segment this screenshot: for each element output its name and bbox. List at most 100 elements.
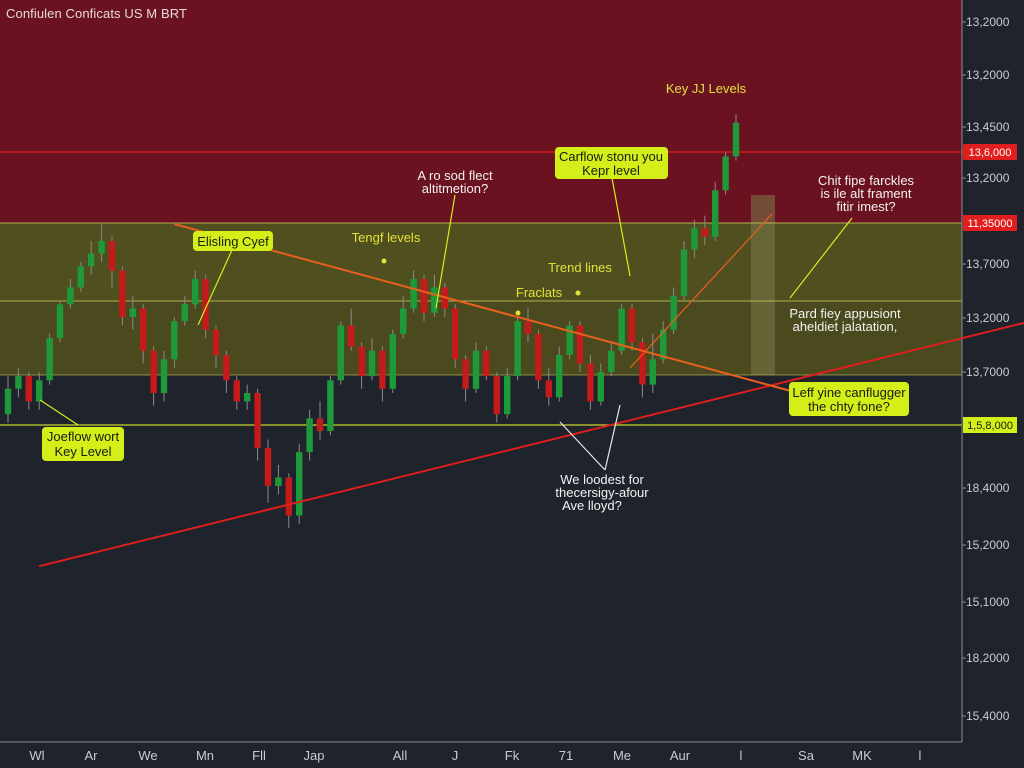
candle (535, 329, 542, 389)
candle (264, 439, 272, 503)
candle-body-bullish (46, 338, 53, 381)
candle (327, 376, 334, 436)
candle (244, 384, 251, 410)
callout-right: Leff yine canflugger the chty fone? (789, 382, 909, 416)
y-tick-label: 13,2000 (966, 311, 1010, 325)
candle (493, 371, 500, 423)
arrow-left-callout (39, 399, 79, 426)
candle-body-bullish (192, 278, 199, 305)
candle (639, 338, 646, 398)
callout-left-line2: Key Level (54, 444, 111, 459)
candle (576, 321, 584, 372)
candle-body-bullish (129, 308, 136, 317)
candle (545, 367, 552, 406)
candle-body-bullish (732, 122, 740, 157)
candle (431, 274, 438, 317)
candle (348, 308, 355, 351)
candle (150, 346, 157, 406)
level-label-box (963, 215, 1017, 231)
candle-body-bullish (680, 249, 688, 296)
y-tick-label: 13,7000 (966, 257, 1010, 271)
candle (316, 401, 324, 440)
resistance-zone (0, 0, 962, 223)
y-tick-label: 15,4000 (966, 709, 1010, 723)
candle-body-bearish (358, 346, 365, 377)
candle-body-bearish (587, 363, 594, 402)
candle (400, 295, 407, 339)
candle (514, 316, 521, 381)
candle-body-bearish (420, 278, 428, 313)
candle (212, 325, 220, 368)
candle-body-bullish (400, 308, 407, 334)
candle-body-bullish (472, 350, 480, 389)
candle-body-bearish (348, 325, 355, 347)
candle-body-bearish (108, 240, 116, 271)
candle-body-bearish (639, 342, 646, 385)
candlestick-series (4, 114, 740, 529)
arrow-up-right (629, 213, 773, 369)
candle (410, 270, 417, 313)
candle (108, 236, 116, 288)
arrow-right-top (789, 217, 853, 299)
callout-center-line2: Kepr level (582, 163, 640, 178)
x-tick-label: Aur (670, 748, 691, 763)
candle-body-bearish (285, 477, 292, 516)
marker-dot-3 (575, 290, 581, 296)
candle-body-bullish (275, 477, 282, 486)
callout-blissing-text: Elisling Cyef (197, 234, 269, 249)
marker-dot-2 (515, 310, 521, 316)
y-tick-label: 13,7000 (966, 365, 1010, 379)
candle-body-bearish (264, 447, 272, 486)
candle (504, 367, 511, 419)
candle-body-bearish (462, 359, 469, 389)
candle-body-bearish (25, 376, 32, 402)
arrow-blissing (197, 249, 233, 326)
candle (306, 409, 313, 461)
candle-body-bullish (608, 350, 615, 372)
label-fraclats: Fraclats (516, 285, 563, 300)
note-center-line2: altitmetion? (422, 181, 488, 196)
support-zone-upper (0, 223, 962, 301)
x-tick-label: Jap (304, 748, 325, 763)
candle-body-bearish (535, 333, 542, 381)
callout-right-line1: Leff yine canflugger (792, 385, 906, 400)
candle-body-bullish (171, 321, 178, 360)
candle-body-bullish (504, 376, 511, 415)
trendline-group (38, 223, 1024, 568)
candle (524, 308, 532, 343)
candle-body-bearish (628, 308, 636, 343)
note-center-line1: A ro sod flect (417, 168, 493, 183)
annotation-arrows (39, 177, 853, 471)
candle-body-bullish (36, 380, 43, 402)
y-tick-label: 13,2000 (966, 68, 1010, 82)
y-tick-label: 18,2000 (966, 651, 1010, 665)
candle-body-bullish (389, 333, 396, 389)
candle-body-bullish (244, 393, 251, 402)
candle (202, 274, 209, 339)
candle (36, 371, 43, 410)
x-tick-label: MK (852, 748, 872, 763)
candle (358, 342, 365, 389)
candle (46, 333, 53, 385)
candle (223, 350, 230, 394)
candle (98, 224, 105, 263)
callout-left-box (42, 427, 124, 461)
candle (4, 376, 12, 423)
candle (140, 304, 147, 364)
candle-body-bullish (160, 359, 168, 394)
candle-body-bullish (660, 329, 667, 360)
candle-body-bullish (98, 240, 105, 254)
candle-body-bullish (56, 304, 64, 339)
candle (389, 329, 396, 394)
candle (712, 181, 719, 241)
candle (56, 300, 64, 343)
candle-body-bearish (545, 380, 552, 398)
x-tick-label: We (138, 748, 157, 763)
callout-left: Joeflow wort Key Level (42, 427, 124, 461)
note-right-mid-line1: Pard fiey appusiont (789, 306, 901, 321)
candle-body-bullish (556, 355, 563, 398)
candle (670, 287, 677, 334)
x-tick-label: J (452, 748, 459, 763)
candle (587, 355, 594, 410)
candle-body-bearish (701, 228, 708, 237)
